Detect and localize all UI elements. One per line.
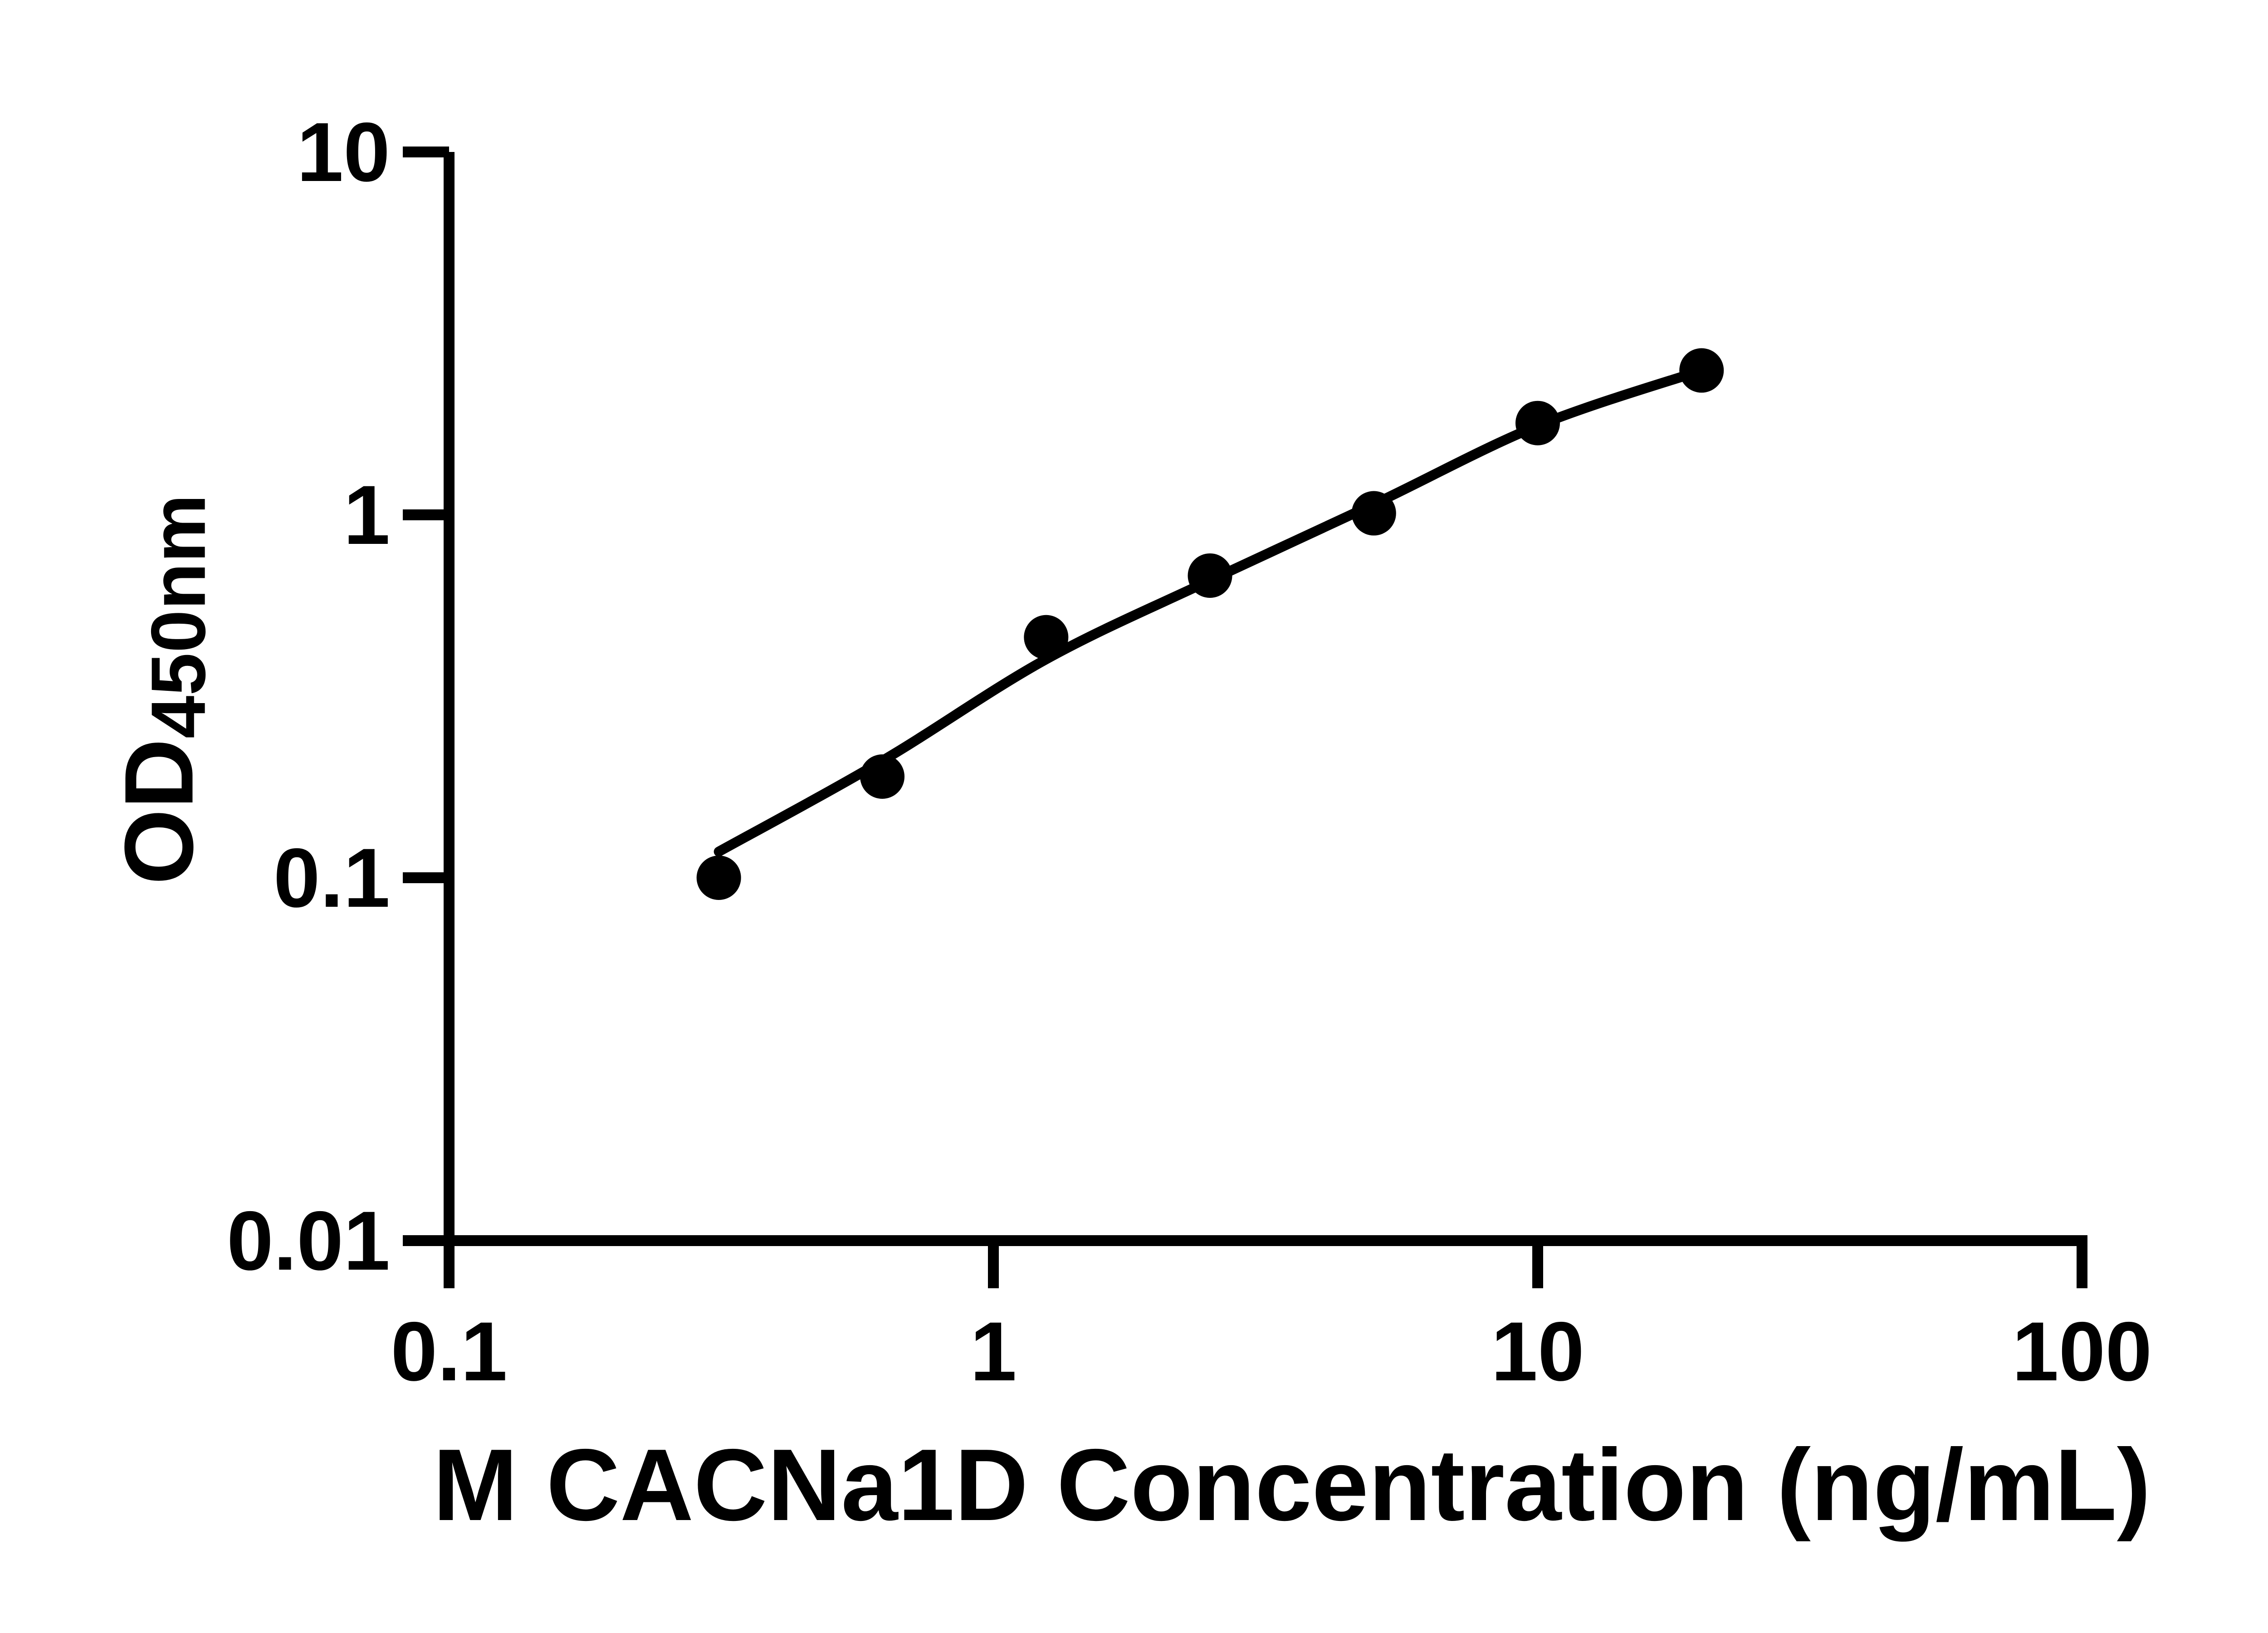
- y-tick-label: 10: [297, 106, 390, 199]
- y-tick-label: 1: [343, 469, 390, 562]
- y-tick-label: 0.01: [227, 1194, 390, 1288]
- y-axis-title: OD450nm: [104, 494, 222, 885]
- data-point-marker: [1188, 553, 1232, 598]
- x-tick-label: 1: [970, 1305, 1017, 1398]
- x-tick-label: 0.1: [391, 1305, 507, 1398]
- data-point-marker: [1515, 401, 1560, 445]
- x-tick-label: 100: [2012, 1305, 2152, 1398]
- data-point-marker: [1024, 615, 1069, 660]
- y-axis-title-main: OD: [104, 738, 214, 885]
- data-point-marker: [696, 856, 741, 900]
- data-point-marker: [860, 754, 905, 799]
- data-point-marker: [1679, 348, 1724, 393]
- y-tick-label: 0.1: [274, 831, 390, 925]
- x-axis-title: M CACNa1D Concentration (ng/mL): [433, 1428, 2151, 1542]
- x-tick-label: 10: [1491, 1305, 1584, 1398]
- data-point-marker: [1351, 491, 1396, 536]
- y-axis-title-subscript: 450nm: [135, 494, 222, 739]
